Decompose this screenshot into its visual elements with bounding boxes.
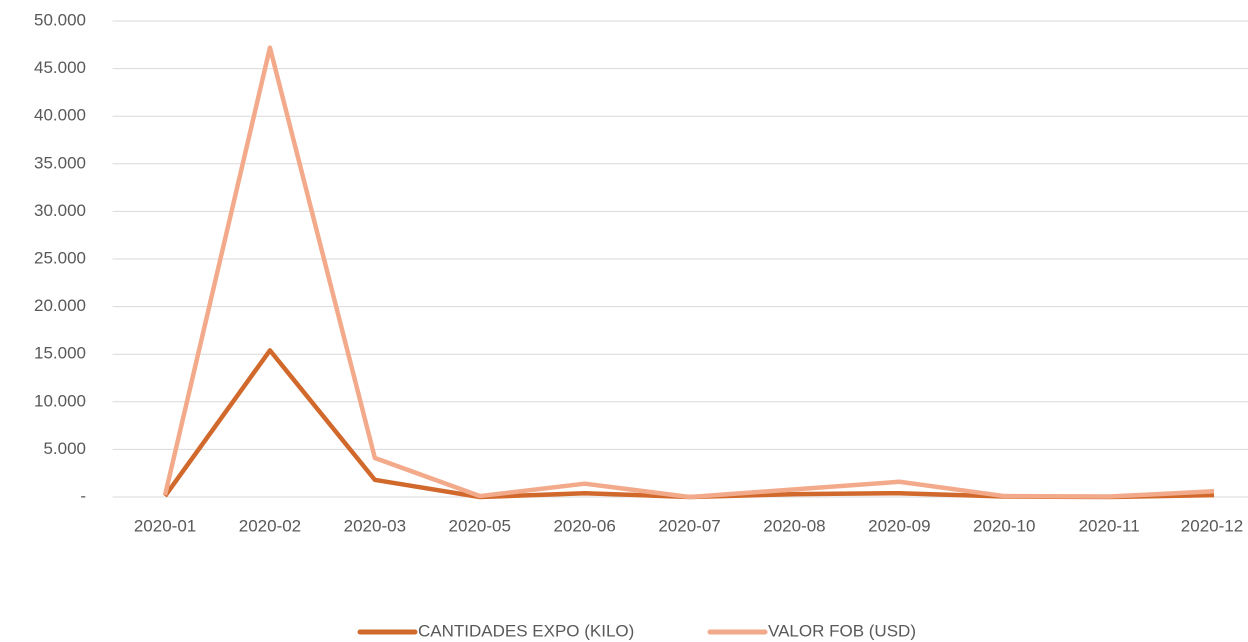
x-tick-label: 2020-09	[868, 516, 930, 535]
y-tick-label: 35.000	[34, 153, 86, 172]
x-tick-label: 2020-08	[763, 516, 825, 535]
legend-label: CANTIDADES EXPO (KILO)	[418, 621, 634, 640]
x-tick-label: 2020-12	[1181, 516, 1243, 535]
y-tick-label: 30.000	[34, 201, 86, 220]
x-tick-label: 2020-03	[344, 516, 406, 535]
y-tick-label: -	[80, 486, 86, 505]
y-tick-label: 25.000	[34, 248, 86, 267]
y-tick-label: 50.000	[34, 10, 86, 29]
x-tick-label: 2020-10	[973, 516, 1035, 535]
legend-label: VALOR FOB (USD)	[768, 621, 916, 640]
y-tick-label: 5.000	[43, 439, 86, 458]
x-tick-label: 2020-06	[553, 516, 615, 535]
line-series	[162, 45, 1215, 500]
line-series	[163, 348, 1215, 500]
x-tick-label: 2020-11	[1079, 516, 1140, 535]
y-tick-label: 20.000	[34, 296, 86, 315]
y-tick-label: 15.000	[34, 344, 86, 363]
x-tick-label: 2020-05	[449, 516, 511, 535]
x-tick-label: 2020-02	[239, 516, 301, 535]
y-tick-label: 40.000	[34, 106, 86, 125]
x-tick-label: 2020-01	[134, 516, 196, 535]
y-tick-label: 10.000	[34, 391, 86, 410]
y-tick-label: 45.000	[34, 58, 86, 77]
x-tick-label: 2020-07	[658, 516, 720, 535]
